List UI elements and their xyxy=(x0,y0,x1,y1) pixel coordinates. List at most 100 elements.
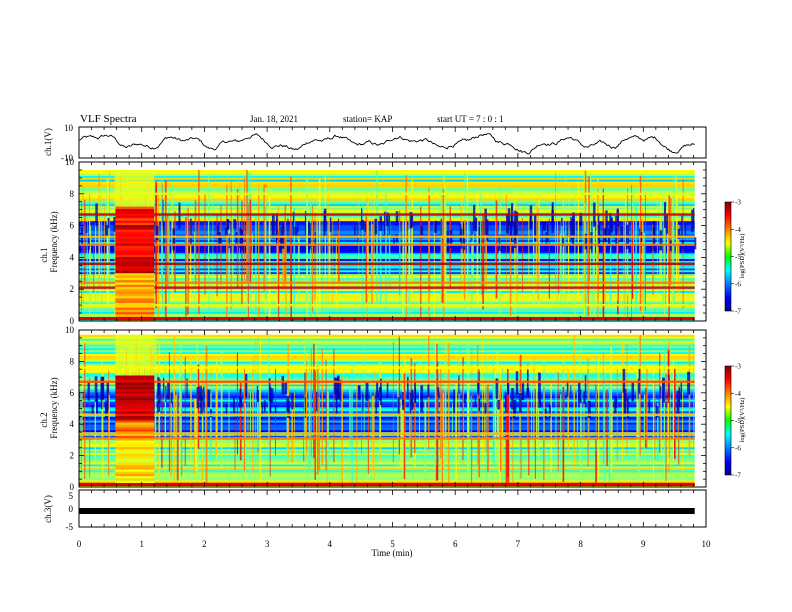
sferic-streak xyxy=(636,373,639,460)
sferic-streak xyxy=(558,226,560,294)
spectrogram-row xyxy=(79,226,695,229)
sferic-streak xyxy=(443,183,446,298)
spectrogram-row xyxy=(79,340,695,343)
sferic-streak xyxy=(602,188,604,318)
sferic-streak xyxy=(193,398,195,474)
burst-cell xyxy=(115,384,155,387)
sferic-streak xyxy=(565,175,567,309)
spectrogram-row xyxy=(79,397,695,400)
sferic-streak xyxy=(514,188,516,313)
quiet-gap xyxy=(458,375,460,394)
sferic-streak xyxy=(532,208,535,307)
sferic-streak xyxy=(574,195,576,321)
quiet-gap xyxy=(276,219,278,246)
sferic-streak xyxy=(560,394,562,470)
quiet-gap xyxy=(409,212,413,229)
burst-cell xyxy=(115,229,155,232)
quiet-gap xyxy=(210,409,212,418)
sferic-streak xyxy=(311,205,314,312)
quiet-gap xyxy=(357,223,359,243)
sferic-streak xyxy=(531,355,532,454)
sferic-streak xyxy=(362,203,364,317)
quiet-gap xyxy=(335,389,338,415)
time-axis-label: Time (min) xyxy=(372,548,413,558)
quiet-gap xyxy=(446,230,449,251)
sferic-streak xyxy=(232,212,234,285)
burst-cell xyxy=(115,466,155,470)
sferic-streak xyxy=(104,204,105,293)
spectrogram-row xyxy=(79,188,695,191)
burst-cell xyxy=(115,311,155,315)
spectrogram-row xyxy=(79,237,695,241)
burst-cell xyxy=(115,220,155,223)
quiet-gap xyxy=(545,232,547,250)
quiet-gap xyxy=(637,378,639,400)
sferic-streak xyxy=(216,357,218,458)
burst-cell xyxy=(115,424,155,428)
sferic-streak xyxy=(656,199,658,295)
quiet-gap xyxy=(233,398,235,414)
sferic-streak xyxy=(593,225,596,317)
spectrogram-row xyxy=(79,458,695,461)
quiet-gap xyxy=(379,216,382,231)
sferic-streak xyxy=(290,230,292,321)
quiet-gap xyxy=(567,227,569,237)
sferic-streak xyxy=(635,203,637,312)
sferic-streak xyxy=(645,192,646,311)
quiet-gap xyxy=(498,234,501,252)
quiet-gap xyxy=(534,215,537,242)
sferic-streak xyxy=(519,392,521,478)
quiet-gap xyxy=(615,216,617,240)
burst-cell xyxy=(115,455,155,459)
quiet-gap xyxy=(178,202,181,229)
sferic-streak xyxy=(367,202,369,298)
quiet-gap xyxy=(189,218,192,245)
quiet-gap xyxy=(91,405,94,415)
sferic-streak xyxy=(678,385,680,465)
burst-cell xyxy=(115,460,155,463)
sferic-streak xyxy=(98,186,101,285)
waveform-ch3-ticks xyxy=(78,490,707,527)
sferic-streak xyxy=(659,353,661,453)
spectrogram-row xyxy=(79,485,695,488)
burst-cell xyxy=(115,478,155,481)
spectrogram-row xyxy=(79,409,695,412)
spectrogram-row xyxy=(79,179,695,182)
burst-cell xyxy=(115,300,155,303)
spectrogram-row xyxy=(79,209,695,212)
emission-band xyxy=(79,437,695,440)
emission-band xyxy=(79,286,695,289)
sferic-streak xyxy=(678,224,680,296)
quiet-gap xyxy=(655,406,659,418)
sferic-streak xyxy=(555,172,556,288)
quiet-gap xyxy=(385,212,389,227)
sferic-streak xyxy=(587,380,589,467)
spectrogram-row xyxy=(79,363,695,366)
spectrogram-row xyxy=(79,245,695,248)
sferic-streak xyxy=(609,213,612,302)
sferic-streak xyxy=(555,370,557,451)
quiet-gap xyxy=(224,227,228,236)
sferic-streak xyxy=(241,200,243,306)
sferic-streak xyxy=(254,338,256,466)
quiet-gap xyxy=(463,393,467,404)
burst-cell xyxy=(115,471,155,474)
quiet-gap xyxy=(521,383,525,401)
sferic-streak xyxy=(516,201,518,305)
burst-cell xyxy=(115,480,155,483)
sferic-streak xyxy=(287,389,289,465)
spectrogram-row xyxy=(79,429,695,433)
sferic-streak xyxy=(621,341,624,460)
sferic-streak xyxy=(662,204,664,307)
quiet-gap xyxy=(561,218,563,227)
quiet-gap xyxy=(590,232,593,250)
ch3-ytick-middle: 0 xyxy=(69,504,74,514)
quiet-gap xyxy=(395,234,398,243)
sferic-streak xyxy=(522,218,523,293)
quiet-gap xyxy=(420,385,424,412)
sferic-streak xyxy=(246,170,248,283)
sferic-streak xyxy=(567,228,570,293)
quiet-gap xyxy=(167,381,170,400)
spectrogram-row xyxy=(79,348,695,351)
